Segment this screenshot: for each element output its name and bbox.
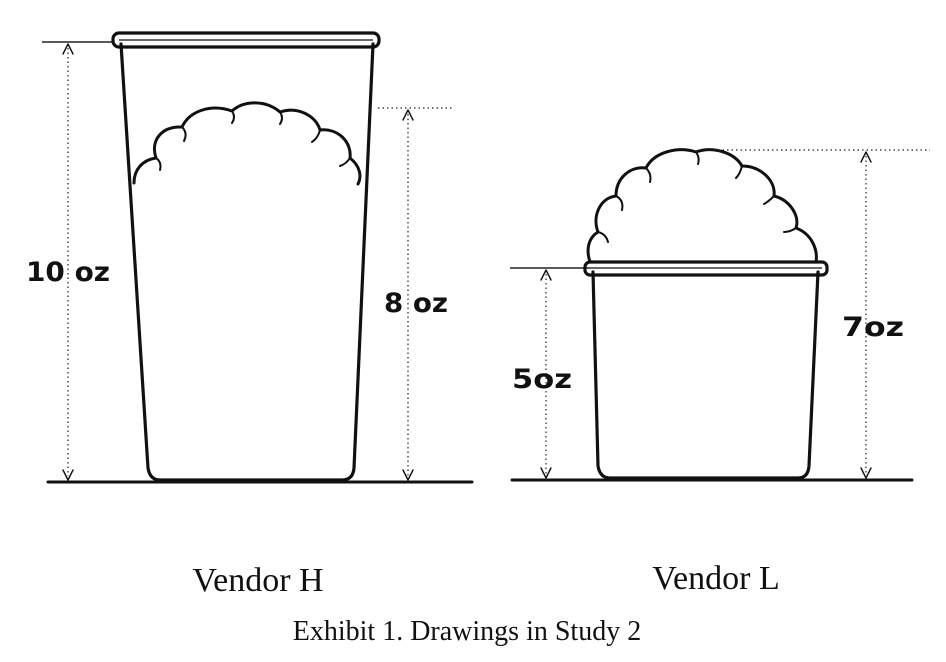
vendor-l-cup-rim (583, 260, 829, 277)
vendor-h-cup-body (119, 42, 375, 482)
vendor-h-ice-cream-arrow-bottom (402, 469, 414, 481)
vendor-h-cup-capacity-label: 10 oz (26, 257, 110, 288)
vendor-h-cup-height-arrow-top (62, 43, 74, 55)
vendor-l-drawing: 5oz 7oz (510, 148, 930, 482)
vendor-l-name-label: Vendor L (652, 560, 779, 597)
vendor-h-ice-cream (132, 101, 362, 186)
vendor-l-cup-body (591, 270, 820, 480)
vendor-l-ice-cream-texture (597, 151, 797, 243)
vendor-l-ice-cream-arrow-bottom (860, 467, 872, 479)
vendor-h-name-label: Vendor H (192, 562, 323, 599)
vendor-l-ice-cream-arrow-top (860, 151, 872, 163)
vendor-l-cup-capacity-label: 5oz (512, 364, 572, 395)
vendor-h-ice-cream-arrow-top (402, 109, 414, 121)
vendor-h-cup-height-arrow-bottom (62, 469, 74, 481)
vendor-l-cup-height-arrow-bottom (540, 467, 552, 479)
vendor-l-ice-cream-label: 7oz (842, 312, 904, 343)
figure-caption: Exhibit 1. Drawings in Study 2 (293, 616, 641, 647)
vendor-h-drawing: 10 oz 8 oz (26, 31, 474, 484)
vendor-h-ice-cream-label: 8 oz (384, 288, 448, 319)
vendor-h-ice-cream-texture (155, 110, 351, 171)
vendor-l-cup-height-arrow-top (540, 269, 552, 281)
vendor-h-cup-rim (111, 31, 381, 49)
